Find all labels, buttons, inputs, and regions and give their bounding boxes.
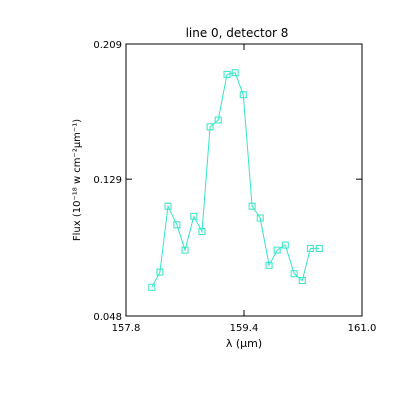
y-tick-label: 0.048 — [93, 312, 122, 323]
x-tick-label: 157.8 — [112, 323, 141, 334]
series-line — [151, 72, 320, 288]
data-point-marker — [181, 246, 189, 254]
data-point-marker — [306, 244, 314, 252]
y-tick-label: 0.209 — [93, 40, 122, 51]
series-layer — [148, 69, 323, 291]
x-axis-label: λ (μm) — [226, 337, 262, 350]
data-point-marker — [190, 212, 198, 220]
data-point-marker — [281, 241, 289, 249]
y-axis-label: Flux (10⁻¹⁸ w cm⁻²μm⁻¹) — [72, 119, 83, 241]
y-axis-ticks: 0.048 0.129 0.209 — [93, 40, 362, 323]
data-point-marker — [256, 214, 264, 222]
data-point-marker — [298, 277, 306, 285]
x-tick-label: 159.4 — [230, 323, 259, 334]
data-point-marker — [231, 69, 239, 77]
data-point-marker — [290, 270, 298, 278]
data-point-marker — [148, 283, 156, 291]
data-point-marker — [198, 228, 206, 236]
data-point-marker — [214, 116, 222, 124]
data-point-marker — [248, 202, 256, 210]
data-point-marker — [173, 221, 181, 229]
data-point-marker — [223, 70, 231, 78]
x-axis-ticks: 157.8 159.4 161.0 — [112, 44, 377, 334]
data-point-marker — [273, 246, 281, 254]
y-tick-label: 0.129 — [93, 175, 122, 186]
data-point-marker — [164, 202, 172, 210]
x-tick-label: 161.0 — [348, 323, 377, 334]
chart-title: line 0, detector 8 — [186, 26, 289, 40]
data-point-marker — [156, 268, 164, 276]
data-point-marker — [315, 244, 323, 252]
data-point-marker — [239, 91, 247, 99]
data-point-marker — [265, 261, 273, 269]
data-point-marker — [206, 123, 214, 131]
